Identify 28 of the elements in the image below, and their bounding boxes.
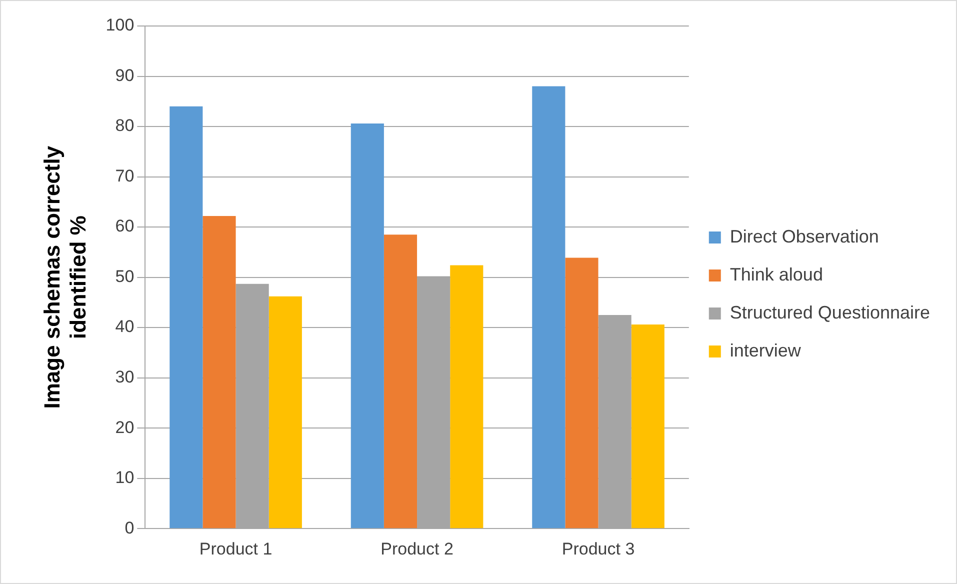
y-tick-label: 50: [115, 266, 134, 286]
y-tick-label: 20: [115, 418, 134, 437]
x-tick-label: Product 1: [199, 539, 272, 558]
bar: [384, 234, 418, 528]
bar: [450, 265, 484, 528]
legend-label: Direct Observation: [730, 226, 879, 246]
y-axis-title: Image schemas correctly identified %: [39, 145, 91, 409]
legend-label: Structured Questionnaire: [730, 302, 930, 322]
bar: [631, 324, 664, 528]
y-tick-label: 80: [115, 116, 134, 136]
bar: [565, 258, 598, 528]
y-tick-label: 0: [124, 518, 134, 538]
y-tick-label: 40: [115, 317, 134, 336]
bar: [532, 86, 566, 528]
bar: [350, 124, 384, 528]
y-tick-label: 100: [106, 16, 134, 35]
y-tick-label: 90: [115, 66, 134, 85]
legend-label: interview: [730, 340, 802, 360]
bar: [170, 106, 203, 528]
y-tick-label: 30: [115, 368, 134, 387]
y-tick-label: 60: [115, 216, 134, 236]
legend-label: Think aloud: [730, 264, 823, 284]
x-tick-label: Product 2: [380, 539, 454, 558]
y-tick-label: 70: [115, 166, 134, 186]
bar: [202, 216, 236, 528]
y-tick-label: 10: [115, 468, 134, 488]
bar: [268, 296, 302, 528]
x-tick-label: Product 3: [562, 539, 635, 558]
